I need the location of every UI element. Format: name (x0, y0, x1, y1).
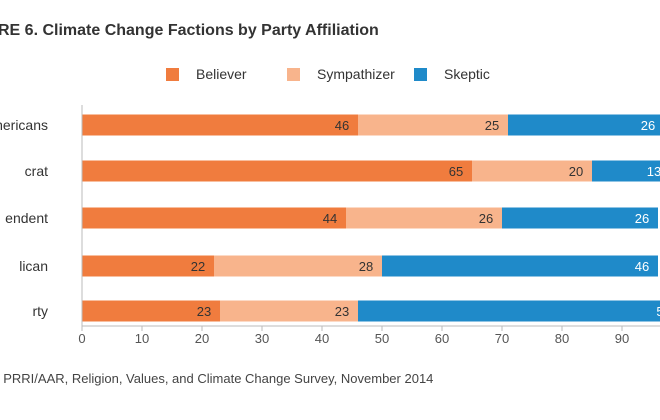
data-label-skeptic: 13 (647, 164, 660, 179)
legend-item-believer: Believer (166, 66, 247, 82)
data-label-skeptic: 26 (635, 211, 649, 226)
x-tick-label: 40 (315, 331, 329, 346)
data-label-skeptic: 46 (635, 259, 649, 274)
category-label: rty (32, 303, 48, 319)
bar-believer (82, 114, 358, 136)
bar-skeptic (382, 255, 658, 277)
bar-sympathizer (220, 300, 358, 322)
legend-label-skeptic: Skeptic (444, 66, 490, 82)
stacked-bar-chart: mericans crat endent lican rty 46 25 26 65 20 13 44… (0, 105, 660, 346)
category-label: lican (19, 258, 48, 274)
x-tick-label: 70 (495, 331, 509, 346)
data-label-sympathizer: 28 (359, 259, 373, 274)
x-tick-label: 80 (555, 331, 569, 346)
legend-item-skeptic: Skeptic (414, 66, 490, 82)
x-tick-label: 90 (615, 331, 629, 346)
x-tick-label: 10 (135, 331, 149, 346)
x-tick-label: 0 (78, 331, 85, 346)
legend-item-sympathizer: Sympathizer (287, 66, 395, 82)
bar-sympathizer (214, 255, 382, 277)
bar-skeptic (502, 207, 658, 229)
category-label: mericans (0, 117, 48, 133)
bar-sympathizer (346, 207, 502, 229)
chart-title: RE 6. Climate Change Factions by Party A… (0, 22, 379, 39)
bar-sympathizer (472, 160, 592, 182)
x-tick-label: 30 (255, 331, 269, 346)
bar-believer (82, 255, 214, 277)
data-label-sympathizer: 26 (479, 211, 493, 226)
category-label: endent (5, 210, 48, 226)
bar-skeptic (508, 114, 660, 136)
legend-swatch-skeptic (414, 67, 427, 81)
data-label-believer: 46 (335, 118, 349, 133)
source-note: : PRRI/AAR, Religion, Values, and Climat… (0, 371, 434, 386)
data-label-believer: 44 (323, 211, 337, 226)
x-tick-label: 20 (195, 331, 209, 346)
bar-sympathizer (358, 114, 508, 136)
legend-label-believer: Believer (196, 66, 247, 82)
data-label-skeptic: 5 (656, 304, 660, 319)
legend-label-sympathizer: Sympathizer (317, 66, 395, 82)
data-label-sympathizer: 23 (335, 304, 349, 319)
bar-believer (82, 207, 346, 229)
bar-skeptic (358, 300, 660, 322)
data-label-believer: 22 (191, 259, 205, 274)
data-label-skeptic: 26 (641, 118, 655, 133)
data-label-sympathizer: 20 (569, 164, 583, 179)
data-label-believer: 23 (197, 304, 211, 319)
legend-swatch-sympathizer (287, 67, 300, 81)
legend-swatch-believer (166, 67, 179, 81)
bar-believer (82, 160, 472, 182)
data-label-sympathizer: 25 (485, 118, 499, 133)
x-tick-label: 60 (435, 331, 449, 346)
x-tick-label: 50 (375, 331, 389, 346)
legend: Believer Sympathizer Skeptic (0, 66, 660, 86)
bar-believer (82, 300, 220, 322)
bar-skeptic (592, 160, 660, 182)
data-label-believer: 65 (449, 164, 463, 179)
category-label: crat (25, 163, 48, 179)
